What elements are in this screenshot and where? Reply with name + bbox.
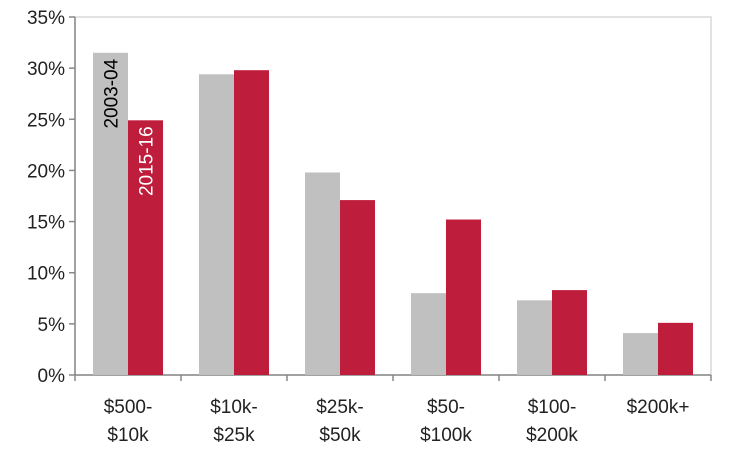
bar-2003-04-1 xyxy=(199,74,234,375)
bar-2003-04-5 xyxy=(623,333,658,375)
series-labels: 2003-04 2015-16 xyxy=(102,58,158,196)
x-tick-label: $500- $10k xyxy=(104,397,153,446)
x-tick-label: $25k- $50k xyxy=(316,397,364,446)
x-tick-label: $10k- $25k xyxy=(210,397,258,446)
x-tick-label-line: $50k xyxy=(319,425,361,446)
bar-2015-16-2 xyxy=(340,200,375,375)
x-tick-label-line: $500- xyxy=(104,397,153,418)
y-tick-label: 10% xyxy=(27,264,65,285)
y-tick-label: 15% xyxy=(27,213,65,234)
x-tick-label-line: $200k+ xyxy=(627,397,690,418)
bar-2015-16-3 xyxy=(446,219,481,375)
x-tick-label-line: $10k xyxy=(107,425,149,446)
bar-2003-04-0 xyxy=(93,52,128,376)
x-tick-label-line: $200k xyxy=(526,425,578,446)
y-tick-label: 30% xyxy=(27,59,65,80)
series-label-2003-04: 2003-04 xyxy=(102,58,123,128)
y-tick-label: 20% xyxy=(27,161,65,182)
bar-2003-04-3 xyxy=(411,293,446,375)
y-tick-label: 0% xyxy=(38,366,66,387)
bar-2015-16-5 xyxy=(658,322,693,375)
bar-2015-16-4 xyxy=(552,290,587,375)
x-axis: $500- $10k $10k- $25k $25k- $50k $50- $100k $100… xyxy=(74,374,712,446)
x-tick-label: $50- $100k xyxy=(420,397,472,446)
y-tick-label: 5% xyxy=(38,315,66,336)
x-tick-label-line: $10k- xyxy=(210,397,258,418)
x-tick-label: $100- $200k xyxy=(526,397,578,446)
x-tick-label: $200k+ xyxy=(627,397,690,418)
bar-2015-16-1 xyxy=(234,70,269,375)
y-axis: 0% 5% 10% 15% 20% 25% 30% 35% xyxy=(27,8,76,387)
x-tick-label-line: $25k- xyxy=(316,397,364,418)
x-tick-label-line: $100- xyxy=(528,397,577,418)
x-tick-label-line: $50- xyxy=(427,397,465,418)
bar-2015-16-0 xyxy=(128,120,163,376)
bar-2003-04-2 xyxy=(305,172,340,375)
plot-frame xyxy=(74,16,712,376)
bar-2003-04-4 xyxy=(517,300,552,375)
plot-border xyxy=(74,16,712,376)
bars xyxy=(93,52,693,376)
y-tick-label: 25% xyxy=(27,110,65,131)
y-tick-label: 35% xyxy=(27,8,65,29)
x-tick-label-line: $25k xyxy=(213,425,255,446)
x-tick-label-line: $100k xyxy=(420,425,472,446)
series-label-2015-16: 2015-16 xyxy=(137,126,158,196)
